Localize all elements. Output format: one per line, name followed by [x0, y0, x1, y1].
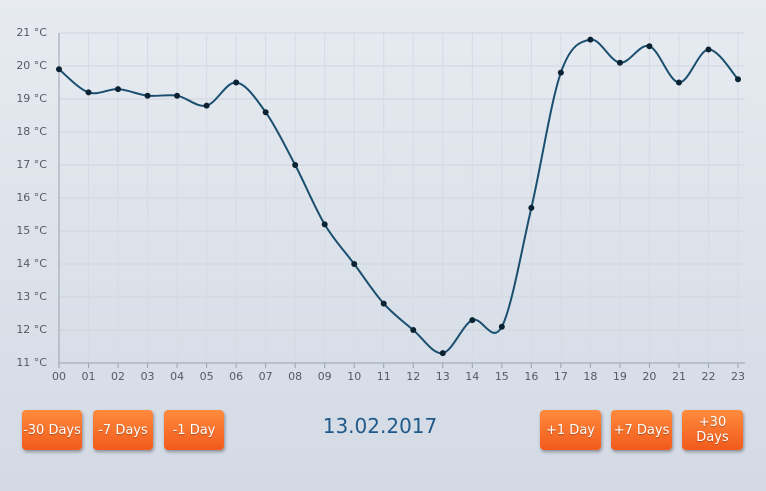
x-tick-label: 02 [111, 370, 125, 383]
x-tick-label: 15 [495, 370, 509, 383]
back-30-days-button[interactable]: -30 Days [22, 410, 82, 450]
data-point [616, 59, 623, 66]
data-point [498, 323, 505, 330]
x-tick-label: 09 [318, 370, 332, 383]
y-tick-label: 21 °C [16, 26, 47, 39]
y-tick-label: 12 °C [16, 323, 47, 336]
y-tick-label: 18 °C [16, 125, 47, 138]
forward-1-day-button[interactable]: +1 Day [540, 410, 601, 450]
data-point [262, 109, 269, 116]
data-point [56, 66, 62, 73]
y-tick-label: 14 °C [16, 257, 47, 270]
data-point [528, 204, 535, 211]
chart: 11 °C 12 °C 13 °C 14 °C 15 °C 16 °C 17 °C 18 °C… [16, 26, 745, 383]
x-tick-label: 14 [465, 370, 479, 383]
data-point [203, 102, 210, 109]
x-tick-label: 01 [82, 370, 96, 383]
y-tick-label: 11 °C [16, 356, 47, 369]
y-tick-label: 19 °C [16, 92, 47, 105]
x-tick-label: 07 [259, 370, 273, 383]
data-point [557, 69, 564, 76]
data-point [144, 92, 151, 99]
x-tick-label: 06 [229, 370, 243, 383]
data-point [735, 76, 741, 83]
temperature-line [58, 38, 739, 355]
x-tick-label: 21 [672, 370, 686, 383]
data-point [174, 92, 181, 99]
data-point [439, 350, 446, 357]
x-tick-label: 22 [701, 370, 715, 383]
data-point [469, 317, 476, 324]
x-tick-label: 16 [524, 370, 538, 383]
data-point [321, 221, 328, 228]
x-tick-label: 12 [406, 370, 420, 383]
data-point [646, 43, 653, 50]
x-tick-label: 04 [170, 370, 184, 383]
y-tick-label: 15 °C [16, 224, 47, 237]
x-tick-label: 18 [583, 370, 597, 383]
data-point [587, 36, 594, 43]
y-tick-label: 17 °C [16, 158, 47, 171]
y-tick-label: 13 °C [16, 290, 47, 303]
data-point [292, 162, 299, 168]
x-tick-label: 00 [52, 370, 66, 383]
data-point [233, 79, 240, 86]
forward-30-days-button[interactable]: +30 Days [682, 410, 743, 450]
data-point [410, 327, 417, 333]
y-tick-label: 20 °C [16, 59, 47, 72]
data-point [675, 79, 682, 86]
x-tick-label: 11 [377, 370, 391, 383]
y-tick-label: 16 °C [16, 191, 47, 204]
data-point [115, 86, 122, 93]
data-point [351, 261, 358, 267]
x-tick-label: 10 [347, 370, 361, 383]
forward-7-days-button[interactable]: +7 Days [611, 410, 672, 450]
x-tick-label: 20 [642, 370, 656, 383]
x-tick-label: 17 [554, 370, 568, 383]
x-tick-label: 23 [731, 370, 745, 383]
current-date: 13.02.2017 [322, 414, 438, 438]
x-tick-label: 05 [200, 370, 214, 383]
x-tick-label: 19 [613, 370, 627, 383]
data-point [705, 46, 712, 53]
x-tick-label: 13 [436, 370, 450, 383]
data-point [85, 89, 92, 96]
x-tick-label: 03 [141, 370, 155, 383]
data-point [380, 300, 387, 307]
back-7-days-button[interactable]: -7 Days [93, 410, 153, 450]
back-1-day-button[interactable]: -1 Day [164, 410, 224, 450]
x-tick-label: 08 [288, 370, 302, 383]
